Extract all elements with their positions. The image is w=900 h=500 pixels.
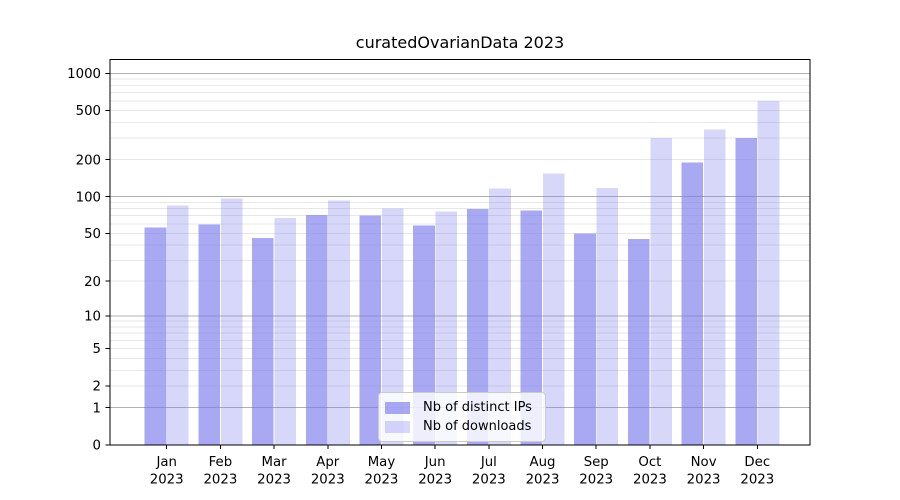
y-tick-label: 2 bbox=[93, 379, 101, 394]
y-tick-label: 10 bbox=[84, 310, 101, 325]
x-tick-label-month: Feb bbox=[209, 455, 233, 470]
y-tick-label: 1 bbox=[93, 401, 101, 416]
x-tick-label-month: Jul bbox=[480, 455, 497, 470]
x-tick-label-month: Apr bbox=[316, 455, 340, 470]
x-tick-label-month: Jun bbox=[424, 455, 446, 470]
bar-distinct-ips bbox=[359, 215, 382, 445]
bar-distinct-ips bbox=[144, 227, 167, 445]
bar-distinct-ips bbox=[305, 214, 328, 445]
bar-downloads bbox=[650, 137, 672, 446]
x-tick-label-month: Mar bbox=[262, 455, 288, 470]
chart-title: curatedOvarianData 2023 bbox=[355, 33, 565, 52]
x-tick-label-year: 2023 bbox=[740, 473, 774, 488]
bar-distinct-ips bbox=[681, 162, 704, 446]
bar-downloads bbox=[328, 200, 350, 445]
bar-distinct-ips bbox=[198, 224, 220, 445]
x-tick-label-month: May bbox=[368, 455, 396, 470]
legend: Nb of distinct IPs Nb of downloads bbox=[378, 392, 546, 442]
bar-distinct-ips bbox=[735, 137, 757, 446]
bar-downloads bbox=[704, 129, 726, 445]
x-tick-label-year: 2023 bbox=[150, 473, 184, 488]
bar-downloads bbox=[381, 208, 404, 445]
bar-downloads bbox=[220, 198, 243, 445]
x-tick-label-month: Dec bbox=[744, 455, 770, 470]
x-tick-label-year: 2023 bbox=[579, 473, 613, 488]
x-tick-label-year: 2023 bbox=[526, 473, 560, 488]
bar-downloads bbox=[757, 100, 780, 446]
bar-downloads bbox=[435, 211, 458, 445]
bar-downloads bbox=[596, 187, 619, 445]
legend-label-downloads: Nb of downloads bbox=[423, 419, 532, 434]
x-tick-label-month: Nov bbox=[691, 455, 717, 470]
y-tick-label: 0 bbox=[93, 439, 101, 454]
x-tick-label-month: Sep bbox=[584, 455, 609, 470]
y-tick-label: 1000 bbox=[67, 67, 101, 82]
x-tick-label-year: 2023 bbox=[311, 473, 345, 488]
bar-downloads bbox=[274, 217, 297, 445]
y-tick-label: 5 bbox=[93, 342, 101, 357]
bar-distinct-ips bbox=[252, 237, 274, 445]
bar-distinct-ips bbox=[466, 209, 489, 445]
legend-item-downloads: Nb of downloads bbox=[385, 417, 537, 436]
plot-border bbox=[109, 59, 811, 446]
bar-distinct-ips bbox=[574, 233, 596, 445]
x-tick-label-year: 2023 bbox=[365, 473, 399, 488]
x-tick-label-month: Jan bbox=[155, 455, 177, 470]
y-tick-label: 500 bbox=[76, 104, 101, 119]
y-tick-label: 100 bbox=[76, 190, 101, 205]
bar-distinct-ips bbox=[413, 225, 435, 445]
x-tick-label-year: 2023 bbox=[418, 473, 452, 488]
legend-item-distinct-ips: Nb of distinct IPs bbox=[385, 398, 537, 417]
legend-swatch-downloads bbox=[385, 420, 410, 433]
bar-downloads bbox=[489, 188, 511, 446]
x-tick-label-year: 2023 bbox=[472, 473, 506, 488]
bar-downloads bbox=[167, 205, 189, 445]
bar-distinct-ips bbox=[627, 239, 650, 445]
y-tick-label: 50 bbox=[84, 227, 101, 242]
x-tick-label-month: Aug bbox=[530, 455, 556, 470]
y-tick-label: 200 bbox=[76, 153, 101, 168]
bar-distinct-ips bbox=[520, 210, 543, 445]
x-tick-label-year: 2023 bbox=[687, 473, 721, 488]
x-tick-label-month: Oct bbox=[638, 455, 661, 470]
x-tick-label-year: 2023 bbox=[633, 473, 667, 488]
legend-label-distinct-ips: Nb of distinct IPs bbox=[423, 400, 532, 415]
x-tick-label-year: 2023 bbox=[203, 473, 237, 488]
y-tick-label: 20 bbox=[84, 275, 101, 290]
x-tick-label-year: 2023 bbox=[257, 473, 291, 488]
legend-swatch-distinct-ips bbox=[385, 401, 410, 414]
bar-downloads bbox=[542, 173, 565, 445]
